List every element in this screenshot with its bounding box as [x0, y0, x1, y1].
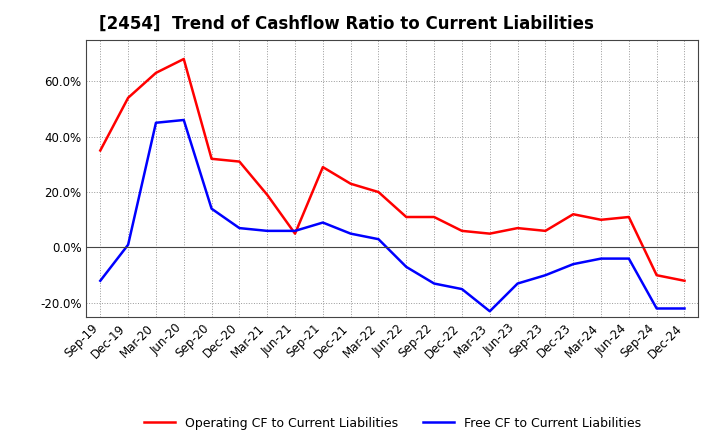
Operating CF to Current Liabilities [207, 156, 216, 161]
Operating CF to Current Liabilities [430, 214, 438, 220]
Legend: Operating CF to Current Liabilities, Free CF to Current Liabilities: Operating CF to Current Liabilities, Fre… [138, 412, 647, 435]
Text: [2454]  Trend of Cashflow Ratio to Current Liabilities: [2454] Trend of Cashflow Ratio to Curren… [99, 15, 593, 33]
Free CF to Current Liabilities [513, 281, 522, 286]
Free CF to Current Liabilities [541, 272, 550, 278]
Operating CF to Current Liabilities [624, 214, 633, 220]
Free CF to Current Liabilities [179, 117, 188, 123]
Free CF to Current Liabilities [235, 225, 243, 231]
Operating CF to Current Liabilities [597, 217, 606, 222]
Operating CF to Current Liabilities [152, 70, 161, 76]
Operating CF to Current Liabilities [680, 278, 689, 283]
Operating CF to Current Liabilities [318, 165, 327, 170]
Free CF to Current Liabilities [485, 308, 494, 314]
Free CF to Current Liabilities [430, 281, 438, 286]
Free CF to Current Liabilities [263, 228, 271, 234]
Operating CF to Current Liabilities [513, 225, 522, 231]
Free CF to Current Liabilities [458, 286, 467, 292]
Free CF to Current Liabilities [402, 264, 410, 270]
Free CF to Current Liabilities [207, 206, 216, 211]
Free CF to Current Liabilities [318, 220, 327, 225]
Free CF to Current Liabilities [96, 278, 104, 283]
Operating CF to Current Liabilities [179, 56, 188, 62]
Operating CF to Current Liabilities [541, 228, 550, 234]
Operating CF to Current Liabilities [96, 148, 104, 153]
Operating CF to Current Liabilities [374, 189, 383, 194]
Free CF to Current Liabilities [569, 261, 577, 267]
Operating CF to Current Liabilities [346, 181, 355, 187]
Free CF to Current Liabilities [346, 231, 355, 236]
Free CF to Current Liabilities [652, 306, 661, 311]
Free CF to Current Liabilities [680, 306, 689, 311]
Operating CF to Current Liabilities [124, 95, 132, 100]
Operating CF to Current Liabilities [402, 214, 410, 220]
Line: Operating CF to Current Liabilities: Operating CF to Current Liabilities [100, 59, 685, 281]
Free CF to Current Liabilities [124, 242, 132, 247]
Operating CF to Current Liabilities [235, 159, 243, 164]
Operating CF to Current Liabilities [485, 231, 494, 236]
Free CF to Current Liabilities [624, 256, 633, 261]
Operating CF to Current Liabilities [291, 231, 300, 236]
Free CF to Current Liabilities [152, 120, 161, 125]
Operating CF to Current Liabilities [569, 212, 577, 217]
Free CF to Current Liabilities [374, 237, 383, 242]
Free CF to Current Liabilities [291, 228, 300, 234]
Operating CF to Current Liabilities [263, 192, 271, 198]
Operating CF to Current Liabilities [652, 272, 661, 278]
Free CF to Current Liabilities [597, 256, 606, 261]
Line: Free CF to Current Liabilities: Free CF to Current Liabilities [100, 120, 685, 311]
Operating CF to Current Liabilities [458, 228, 467, 234]
